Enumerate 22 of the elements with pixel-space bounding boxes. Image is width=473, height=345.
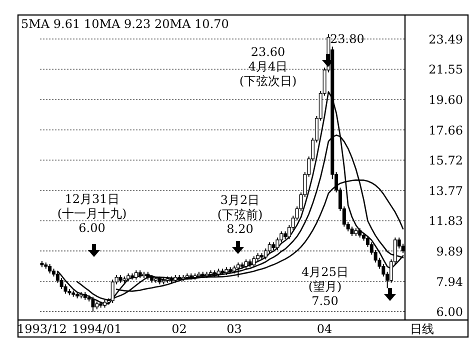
annotation: 3月2日 (下弦前) 8.20 — [217, 193, 263, 236]
x-tick-label: 04 — [316, 322, 333, 336]
y-tick-label: 6.00 — [436, 305, 463, 320]
y-tick-label: 17.66 — [428, 123, 463, 138]
annotation: 12月31日 (十一月十九) 6.00 — [57, 192, 127, 235]
annotation: 4月25日 (望月) 7.50 — [302, 265, 348, 308]
annotation: 23.60 4月4日 (下弦次日) — [239, 45, 297, 88]
x-tick-label: 03 — [226, 322, 242, 336]
x-tick-label: 1994/01 — [72, 322, 122, 336]
y-tick-label: 19.60 — [428, 93, 463, 108]
text: 日线 — [410, 322, 434, 336]
y-tick-label: 13.77 — [428, 184, 463, 198]
y-tick-label: 23.49 — [428, 32, 463, 46]
y-tick-label: 11.83 — [428, 214, 463, 228]
y-tick-label: 9.89 — [436, 244, 463, 258]
y-tick-label: 7.94 — [436, 274, 464, 289]
x-tick-label: 1993/12 — [17, 322, 67, 336]
x-tick-label: 02 — [172, 322, 187, 336]
y-tick-label: 21.55 — [428, 62, 463, 77]
y-tick-label: 15.72 — [428, 154, 463, 168]
annotation: 5MA 9.61 10MA 9.23 20MA 10.70 — [21, 17, 229, 31]
annotation: 23.80 — [330, 32, 364, 46]
